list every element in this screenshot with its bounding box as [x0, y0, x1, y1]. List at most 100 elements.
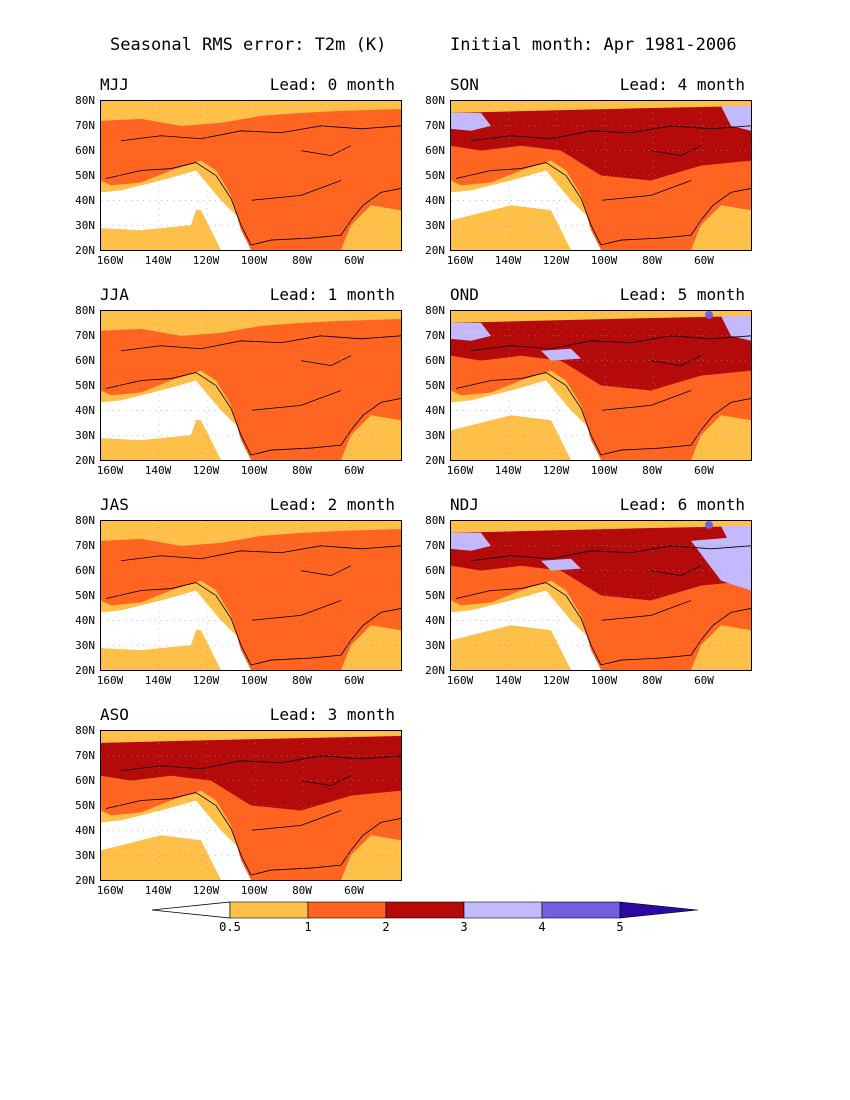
- x-tick-label: 60W: [694, 254, 714, 267]
- y-tick-label: 60N: [425, 354, 445, 367]
- y-tick-label: 50N: [425, 169, 445, 182]
- y-tick-label: 20N: [425, 244, 445, 257]
- x-tick-label: 60W: [344, 254, 364, 267]
- y-tick-label: 70N: [75, 539, 95, 552]
- y-tick-label: 70N: [75, 119, 95, 132]
- y-tick-label: 30N: [75, 219, 95, 232]
- y-tick-label: 80N: [75, 304, 95, 317]
- y-tick-label: 30N: [75, 429, 95, 442]
- y-tick-label: 50N: [75, 799, 95, 812]
- panel-season-label: ASO: [100, 705, 129, 724]
- y-tick-label: 80N: [425, 94, 445, 107]
- x-tick-label: 80W: [292, 464, 312, 477]
- y-tick-label: 80N: [425, 304, 445, 317]
- panel-map: [450, 310, 752, 461]
- x-tick-label: 60W: [344, 464, 364, 477]
- x-tick-label: 60W: [694, 464, 714, 477]
- panel-lead-label: Lead: 6 month: [619, 495, 745, 514]
- x-tick-label: 120W: [192, 674, 220, 687]
- colorbar-label: 0.5: [219, 920, 241, 934]
- x-tick-label: 100W: [240, 254, 268, 267]
- panel-map: [100, 520, 402, 671]
- y-tick-label: 20N: [75, 664, 95, 677]
- y-tick-label: 40N: [75, 824, 95, 837]
- x-tick-label: 160W: [96, 674, 124, 687]
- x-tick-label: 80W: [292, 884, 312, 897]
- y-tick-label: 50N: [425, 379, 445, 392]
- panel-season-label: MJJ: [100, 75, 129, 94]
- y-tick-label: 20N: [425, 454, 445, 467]
- colorbar-segment: [463, 901, 543, 919]
- y-tick-label: 40N: [75, 194, 95, 207]
- x-tick-label: 100W: [590, 674, 618, 687]
- x-tick-label: 160W: [446, 674, 474, 687]
- colorbar-segment: [151, 901, 231, 919]
- x-tick-label: 140W: [144, 674, 172, 687]
- colorbar-label: 4: [538, 920, 546, 934]
- y-tick-label: 20N: [75, 454, 95, 467]
- x-tick-label: 160W: [96, 254, 124, 267]
- y-tick-label: 70N: [425, 329, 445, 342]
- y-tick-label: 60N: [75, 354, 95, 367]
- y-tick-label: 20N: [75, 244, 95, 257]
- y-tick-label: 30N: [75, 639, 95, 652]
- x-tick-label: 80W: [642, 464, 662, 477]
- x-tick-label: 60W: [694, 674, 714, 687]
- map-fill: [451, 521, 751, 670]
- y-tick-label: 20N: [75, 874, 95, 887]
- y-tick-label: 50N: [425, 589, 445, 602]
- panel-map: [450, 520, 752, 671]
- y-tick-label: 20N: [425, 664, 445, 677]
- y-tick-label: 40N: [75, 404, 95, 417]
- map-fill: [101, 731, 401, 880]
- panel-lead-label: Lead: 2 month: [269, 495, 395, 514]
- colorbar-label: 5: [616, 920, 624, 934]
- map-fill: [101, 311, 401, 460]
- y-tick-label: 40N: [425, 614, 445, 627]
- y-tick-label: 60N: [75, 564, 95, 577]
- x-tick-label: 80W: [642, 254, 662, 267]
- y-tick-label: 30N: [425, 639, 445, 652]
- x-tick-label: 80W: [292, 254, 312, 267]
- panel-lead-label: Lead: 5 month: [619, 285, 745, 304]
- panel-season-label: SON: [450, 75, 479, 94]
- x-tick-label: 140W: [494, 464, 522, 477]
- map-fill: [101, 101, 401, 250]
- x-tick-label: 160W: [96, 464, 124, 477]
- header-right: Initial month: Apr 1981-2006: [450, 35, 737, 55]
- x-tick-label: 60W: [344, 884, 364, 897]
- x-tick-label: 160W: [96, 884, 124, 897]
- colorbar-label: 2: [382, 920, 390, 934]
- y-tick-label: 80N: [75, 514, 95, 527]
- y-tick-label: 30N: [75, 849, 95, 862]
- x-tick-label: 140W: [494, 674, 522, 687]
- colorbar-scale: [151, 901, 699, 919]
- y-tick-label: 30N: [425, 429, 445, 442]
- x-tick-label: 120W: [192, 884, 220, 897]
- colorbar: 0.5 1 2 3 4 5: [150, 900, 710, 934]
- colorbar-label: 1: [304, 920, 312, 934]
- x-tick-label: 160W: [446, 464, 474, 477]
- x-tick-label: 80W: [642, 674, 662, 687]
- x-tick-label: 100W: [240, 674, 268, 687]
- y-tick-label: 60N: [75, 774, 95, 787]
- panel-season-label: JJA: [100, 285, 129, 304]
- y-tick-label: 40N: [425, 194, 445, 207]
- panel-map: [100, 100, 402, 251]
- x-tick-label: 80W: [292, 674, 312, 687]
- map-fill: [101, 521, 401, 670]
- panel-season-label: JAS: [100, 495, 129, 514]
- header-left: Seasonal RMS error: T2m (K): [110, 35, 387, 55]
- x-tick-label: 120W: [542, 464, 570, 477]
- y-tick-label: 80N: [425, 514, 445, 527]
- y-tick-label: 50N: [75, 589, 95, 602]
- y-tick-label: 60N: [425, 144, 445, 157]
- x-tick-label: 140W: [144, 254, 172, 267]
- panel-lead-label: Lead: 4 month: [619, 75, 745, 94]
- map-fill: [451, 101, 751, 250]
- y-tick-label: 40N: [425, 404, 445, 417]
- y-tick-label: 60N: [425, 564, 445, 577]
- y-tick-label: 40N: [75, 614, 95, 627]
- x-tick-label: 100W: [590, 464, 618, 477]
- map-fill: [451, 311, 751, 460]
